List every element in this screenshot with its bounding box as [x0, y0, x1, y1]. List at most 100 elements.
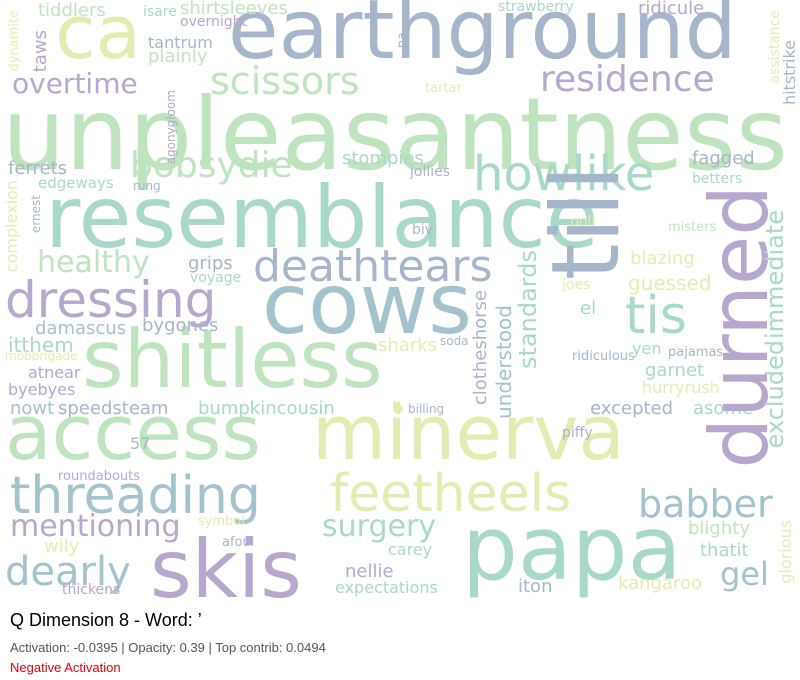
cloud-word: ernest — [29, 195, 43, 234]
word-cloud: unpleasantness earthground ca resemblance co… — [2, 0, 799, 601]
activation-info: Activation: -0.0395 | Opacity: 0.39 | To… — [10, 640, 326, 655]
cloud-word: roundabouts — [58, 469, 141, 484]
cloud-word: strawberry — [498, 0, 574, 15]
cloud-word: surgery — [322, 509, 437, 544]
cloud-word: voyage — [190, 270, 242, 286]
cloud-word: itthem — [8, 333, 74, 357]
cloud-word: taws — [30, 30, 51, 73]
cloud-word: gel — [720, 555, 769, 593]
cloud-word: complexion — [2, 180, 21, 273]
cloud-word: misters — [668, 220, 717, 235]
activation-status: Negative Activation — [10, 660, 121, 675]
cloud-word: residence — [540, 59, 715, 100]
cloud-word: papa — [462, 497, 682, 600]
cloud-word: pa — [395, 32, 410, 49]
cloud-word: tiddlers — [38, 0, 106, 21]
cloud-word: understood — [492, 305, 516, 420]
dot-marker — [393, 404, 403, 414]
cloud-word: access — [5, 388, 262, 477]
cloud-word: soda — [440, 334, 469, 348]
cloud-word: wily — [44, 536, 80, 557]
cloud-word: hurryrush — [642, 378, 720, 397]
cloud-word: byebyes — [8, 380, 76, 399]
cloud-word: bumpkincousin — [198, 398, 335, 419]
cloud-word: pajamas — [668, 345, 724, 360]
cloud-word: howlike — [473, 146, 655, 202]
cloud-word: piffy — [562, 425, 593, 441]
cloud-word: edgeways — [38, 174, 114, 192]
cloud-word: el — [580, 298, 597, 319]
cloud-word: feetheels — [330, 464, 572, 524]
cloud-word: ridiculous — [572, 349, 635, 364]
cloud-word: blighty — [688, 518, 750, 539]
cloud-word: babber — [638, 482, 773, 526]
cloud-word: clotheshorse — [470, 290, 491, 406]
cloud-word: threading — [10, 466, 261, 526]
cloud-word: dearly — [5, 549, 131, 595]
cloud-word: jollies — [410, 164, 451, 180]
cloud-word: glorious — [776, 520, 795, 584]
cloud-word: garnet — [645, 360, 705, 381]
cloud-word: assistance — [767, 10, 783, 84]
cloud-word: 57 — [130, 434, 151, 453]
cloud-word: bygones — [142, 315, 219, 336]
cloud-word: deathtears — [253, 241, 493, 292]
cloud-word: asome — [693, 398, 754, 419]
cloud-word: nowt — [10, 398, 55, 419]
cloud-word: sharks — [378, 335, 438, 356]
cloud-word: isare — [143, 4, 177, 20]
cloud-word: tartar — [425, 81, 462, 96]
cloud-word: expectations — [335, 578, 438, 597]
cloud-word: mobbrigade — [5, 349, 78, 363]
cloud-word: guessed — [628, 271, 712, 295]
cloud-word: healthy — [37, 245, 150, 280]
cloud-word: immediate — [761, 210, 789, 339]
cloud-word: scissors — [210, 59, 360, 103]
cloud-word: unpleasantness — [2, 76, 788, 193]
cloud-word: agonygloom — [164, 90, 178, 165]
cloud-word: till — [532, 165, 641, 281]
cloud-word: ca — [55, 0, 142, 76]
cloud-word: shitless — [82, 313, 383, 406]
cloud-word: rung — [133, 179, 161, 193]
cloud-word: fagged — [692, 148, 755, 169]
cloud-word: tantrum — [148, 33, 213, 52]
cloud-word: standards — [514, 250, 542, 369]
cloud-word: speedsteam — [58, 398, 169, 419]
cloud-word: minerva — [312, 388, 625, 477]
cloud-word: bobsydie — [130, 145, 293, 186]
cloud-word: thatit — [700, 540, 749, 561]
cloud-word: overnight — [180, 14, 247, 30]
cloud-word: iton — [518, 576, 553, 597]
cloud-word: dressing — [5, 271, 217, 329]
cloud-word: ferrets — [8, 158, 68, 179]
cloud-word: hitstrike — [780, 40, 799, 106]
cloud-word: stompies — [342, 148, 424, 169]
cloud-word: betters — [692, 171, 743, 187]
cloud-word: ridicule — [638, 0, 705, 19]
cloud-word: grips — [188, 253, 233, 274]
cloud-word: biv — [412, 222, 434, 238]
cloud-word: thickens — [62, 582, 121, 598]
cloud-word: skis — [150, 523, 302, 601]
cloud-word: carey — [388, 540, 433, 559]
cloud-word: atnear — [28, 363, 81, 382]
cloud-word: shirtsleeves — [180, 0, 288, 19]
dimension-title: Q Dimension 8 - Word: ’ — [10, 610, 202, 630]
cloud-word: poll — [570, 214, 596, 230]
cloud-word: dynamite — [7, 10, 22, 72]
cloud-word: symbol — [198, 514, 245, 529]
cloud-word: overtime — [12, 67, 138, 100]
cloud-word: earthground — [228, 0, 737, 78]
cloud-word: nellie — [345, 561, 394, 582]
cloud-word: excepted — [590, 398, 674, 419]
cloud-word: cows — [262, 255, 473, 353]
cloud-word: mentioning — [10, 509, 181, 544]
cloud-word: billing — [408, 402, 445, 416]
cloud-word: yen — [632, 339, 662, 358]
cloud-word: kangaroo — [618, 573, 703, 594]
cloud-word: resemblance — [45, 168, 599, 268]
cloud-word: joes — [562, 277, 591, 293]
cloud-word: blazing — [630, 248, 695, 269]
cloud-word: afoul — [222, 535, 255, 550]
